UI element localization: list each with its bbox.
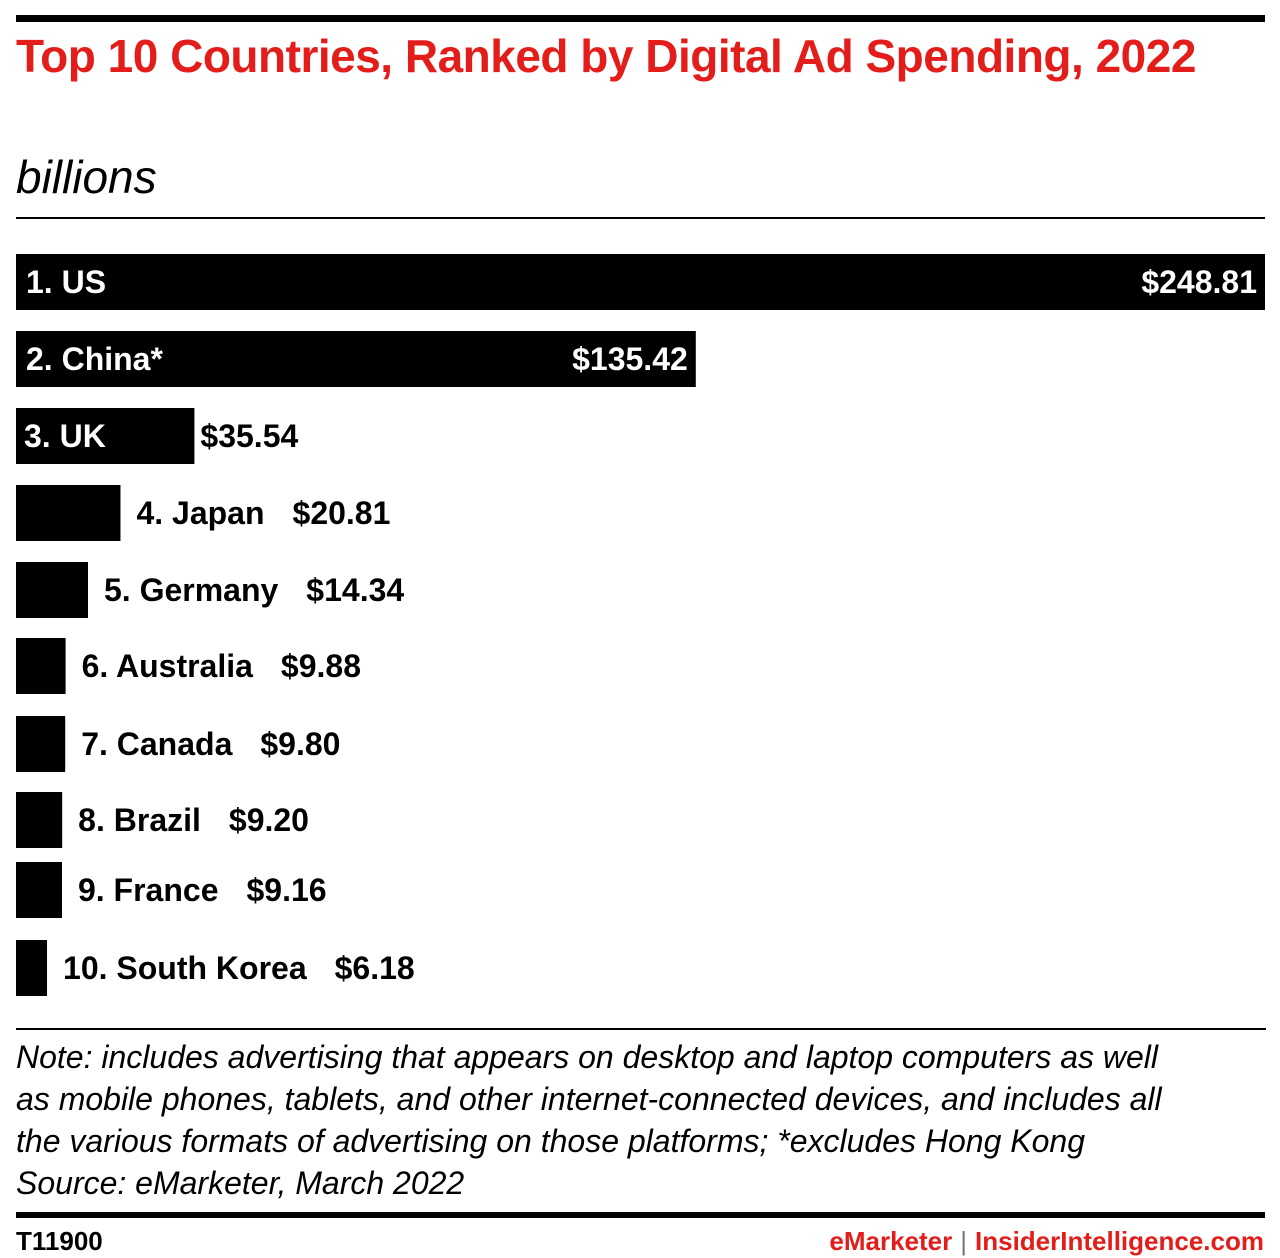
value-label-6: $9.88 — [281, 648, 361, 684]
bar-8 — [16, 792, 63, 848]
note-line-3: the various formats of advertising on th… — [16, 1123, 1086, 1159]
top-rule — [16, 15, 1265, 22]
value-label-5: $14.34 — [306, 572, 404, 608]
brand-emarketer: eMarketer — [829, 1226, 953, 1256]
chart-notes: Note: includes advertising that appears … — [16, 1036, 1266, 1204]
value-label-9: $9.16 — [246, 872, 326, 908]
bar-2 — [16, 331, 696, 387]
bar-chart: 1. US $248.81 2. China* $135.42 3. UK $35.54 4… — [16, 254, 1265, 996]
note-line-1: Note: includes advertising that appears … — [16, 1039, 1159, 1075]
category-label-3: 3. UK — [24, 418, 106, 454]
chart-title: Top 10 Countries, Ranked by Digital Ad S… — [16, 30, 1196, 82]
category-label-6: 6. Australia — [82, 648, 254, 684]
bar-7 — [16, 716, 66, 772]
source-line: Source: eMarketer, March 2022 — [16, 1165, 465, 1201]
value-label-4: $20.81 — [293, 495, 391, 531]
value-label-2: $135.42 — [572, 341, 688, 377]
chart-subtitle: billions — [16, 151, 157, 203]
category-label-4: 4. Japan — [136, 495, 264, 531]
brand-separator: | — [960, 1226, 968, 1256]
bar-4 — [16, 485, 121, 541]
bar-5 — [16, 562, 88, 618]
category-label-2: 2. China* — [26, 341, 163, 377]
bar-9 — [16, 862, 62, 918]
category-label-9: 9. France — [78, 872, 219, 908]
notes-divider — [16, 1028, 1266, 1030]
value-label-8: $9.20 — [229, 802, 309, 838]
category-label-10: 10. South Korea — [63, 950, 307, 986]
bottom-rule — [16, 1212, 1265, 1218]
footer-brand: eMarketer | InsiderIntelligence.com — [829, 1224, 1264, 1258]
value-label-7: $9.80 — [260, 726, 340, 762]
bar-6 — [16, 638, 66, 694]
bar-1 — [16, 254, 1265, 310]
value-label-10: $6.18 — [335, 950, 415, 986]
category-label-1: 1. US — [26, 264, 106, 300]
chart-id: T11900 — [16, 1226, 103, 1256]
category-label-5: 5. Germany — [104, 572, 279, 608]
bar-3 — [16, 408, 195, 464]
brand-site-link[interactable]: InsiderIntelligence.com — [975, 1226, 1264, 1256]
category-label-7: 7. Canada — [81, 726, 232, 762]
header-divider — [16, 217, 1265, 219]
bar-10 — [16, 940, 48, 996]
note-line-2: as mobile phones, tablets, and other int… — [16, 1081, 1162, 1117]
value-label-3: $35.54 — [200, 418, 298, 454]
value-label-1: $248.81 — [1141, 264, 1257, 300]
category-label-8: 8. Brazil — [78, 802, 201, 838]
